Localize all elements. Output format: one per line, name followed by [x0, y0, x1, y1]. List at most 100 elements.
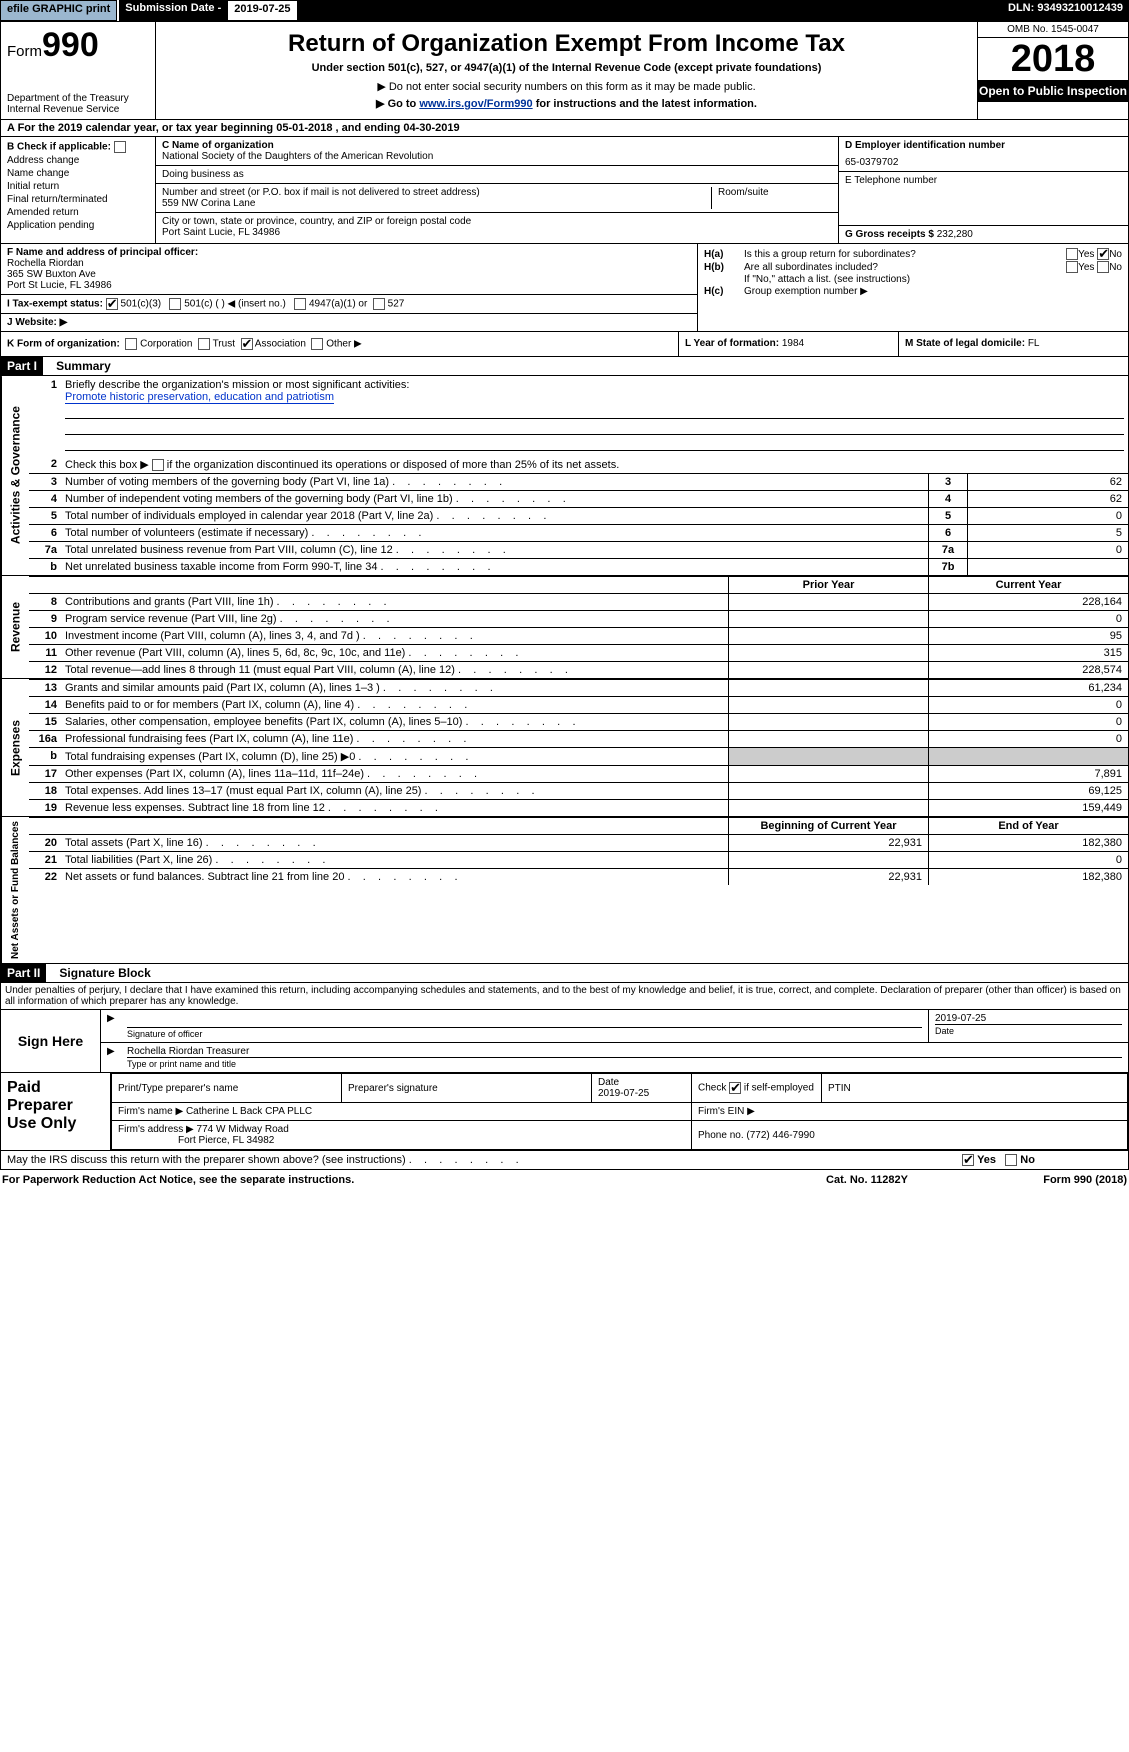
opt-assoc: Association [255, 339, 306, 350]
signer-name: Rochella Riordan Treasurer [127, 1046, 1122, 1057]
table-row: 18Total expenses. Add lines 13–17 (must … [29, 782, 1128, 799]
chk-trust[interactable] [198, 338, 210, 350]
line2-checkbox[interactable] [152, 459, 164, 471]
firm-phone-lbl: Phone no. [698, 1130, 744, 1141]
prep-sig-hdr: Preparer's signature [342, 1074, 592, 1103]
k-label: K Form of organization: [7, 339, 120, 350]
sig-officer-label: Signature of officer [127, 1027, 922, 1039]
hb-no: No [1109, 262, 1122, 273]
table-row: bTotal fundraising expenses (Part IX, co… [29, 747, 1128, 765]
firm-phone: (772) 446-7990 [746, 1130, 814, 1141]
current-year-hdr: Current Year [928, 577, 1128, 593]
b-header: B Check if applicable: [7, 141, 149, 153]
table-row: 10Investment income (Part VIII, column (… [29, 627, 1128, 644]
tab-revenue: Revenue [1, 576, 29, 678]
discuss-no-checkbox[interactable] [1005, 1154, 1017, 1166]
begin-end-header: Beginning of Current Year End of Year [29, 817, 1128, 834]
footer-left: For Paperwork Reduction Act Notice, see … [2, 1174, 767, 1186]
submission-date: 2019-07-25 [227, 0, 297, 21]
table-row: 13Grants and similar amounts paid (Part … [29, 679, 1128, 696]
paid-preparer-label: Paid Preparer Use Only [1, 1073, 111, 1150]
firm-name: Catherine L Back CPA PLLC [186, 1106, 312, 1117]
ha-no: No [1109, 249, 1122, 260]
title-box: Return of Organization Exempt From Incom… [156, 22, 978, 119]
begin-year-hdr: Beginning of Current Year [728, 818, 928, 834]
j-website: J Website: ▶ [1, 314, 697, 331]
opt-corp: Corporation [140, 339, 192, 350]
page-footer: For Paperwork Reduction Act Notice, see … [0, 1170, 1129, 1190]
chk-4947[interactable] [294, 298, 306, 310]
form-header: Form990 Department of the Treasury Inter… [0, 21, 1129, 120]
chk-other[interactable] [311, 338, 323, 350]
hb-yes-checkbox[interactable] [1066, 261, 1078, 273]
chk-address-change[interactable]: Address change [7, 155, 149, 166]
hb-text: Are all subordinates included? [744, 262, 1066, 273]
b-master-checkbox[interactable] [114, 141, 126, 153]
firm-city: Fort Pierce, FL 34982 [118, 1135, 274, 1146]
chk-corp[interactable] [125, 338, 137, 350]
table-row: 12Total revenue—add lines 8 through 11 (… [29, 661, 1128, 678]
subtitle-3: ▶ Go to www.irs.gov/Form990 for instruct… [164, 97, 969, 110]
table-row: 17Other expenses (Part IX, column (A), l… [29, 765, 1128, 782]
chk-527[interactable] [373, 298, 385, 310]
phone-label: E Telephone number [845, 175, 1122, 186]
chk-501c3[interactable] [106, 298, 118, 310]
table-row: bNet unrelated business taxable income f… [29, 558, 1128, 575]
mission-text: Promote historic preservation, education… [65, 391, 334, 404]
ha-text: Is this a group return for subordinates? [744, 249, 1066, 260]
efile-button[interactable]: efile GRAPHIC print [0, 0, 117, 21]
tab-net-assets: Net Assets or Fund Balances [1, 817, 29, 963]
section-governance: Activities & Governance 1 Briefly descri… [0, 376, 1129, 576]
sig-date-label: Date [935, 1024, 1122, 1036]
discuss-row: May the IRS discuss this return with the… [0, 1151, 1129, 1170]
penalty-statement: Under penalties of perjury, I declare th… [0, 983, 1129, 1010]
form-id-box: Form990 Department of the Treasury Inter… [1, 22, 156, 119]
discuss-text: May the IRS discuss this return with the… [7, 1154, 962, 1166]
preparer-table: Print/Type preparer's name Preparer's si… [111, 1073, 1128, 1150]
table-row: 3Number of voting members of the governi… [29, 473, 1128, 490]
hc-text: Group exemption number ▶ [744, 286, 1122, 297]
prep-date: 2019-07-25 [598, 1088, 649, 1099]
col-c-org-info: C Name of organization National Society … [156, 137, 838, 243]
ha-yes-checkbox[interactable] [1066, 248, 1078, 260]
ein-label: D Employer identification number [845, 140, 1122, 151]
discuss-yes-checkbox[interactable] [962, 1154, 974, 1166]
chk-name-change[interactable]: Name change [7, 168, 149, 179]
opt-501c: 501(c) ( ) ◀ (insert no.) [184, 299, 286, 310]
k-form-org: K Form of organization: Corporation Trus… [1, 332, 678, 356]
chk-application-pending[interactable]: Application pending [7, 220, 149, 231]
table-row: Firm's address ▶ 774 W Midway Road Fort … [112, 1121, 1128, 1150]
ha-no-checkbox[interactable] [1097, 248, 1109, 260]
l-year-formation: L Year of formation: 1984 [678, 332, 898, 356]
hb-note: If "No," attach a list. (see instruction… [744, 274, 1122, 285]
chk-initial-return[interactable]: Initial return [7, 181, 149, 192]
row-a-tax-year: A For the 2019 calendar year, or tax yea… [0, 120, 1129, 137]
d-ein-cell: D Employer identification number 65-0379… [839, 137, 1128, 172]
dln: DLN: 93493210012439 [1002, 0, 1129, 21]
page-title: Return of Organization Exempt From Incom… [164, 30, 969, 58]
topbar-spacer [298, 0, 1002, 21]
table-row: 4Number of independent voting members of… [29, 490, 1128, 507]
chk-assoc[interactable] [241, 338, 253, 350]
hb-no-checkbox[interactable] [1097, 261, 1109, 273]
opt-other: Other ▶ [326, 339, 361, 350]
tax-year: 2018 [978, 38, 1128, 80]
chk-amended-return[interactable]: Amended return [7, 207, 149, 218]
table-row: Firm's name ▶ Catherine L Back CPA PLLC … [112, 1103, 1128, 1121]
discuss-no: No [1020, 1154, 1035, 1166]
chk-self-employed[interactable] [729, 1082, 741, 1094]
part1-title: Summary [46, 359, 111, 373]
chk-final-return[interactable]: Final return/terminated [7, 194, 149, 205]
c-city-cell: City or town, state or province, country… [156, 213, 838, 241]
col-f-i-j: F Name and address of principal officer:… [1, 244, 698, 331]
street-address: 559 NW Corina Lane [162, 198, 705, 209]
chk-501c[interactable] [169, 298, 181, 310]
irs-link[interactable]: www.irs.gov/Form990 [419, 98, 532, 110]
dept-label: Department of the Treasury Internal Reve… [7, 93, 149, 115]
subtitle-2: ▶ Do not enter social security numbers o… [164, 80, 969, 93]
g-gross-cell: G Gross receipts $ 232,280 [839, 226, 1128, 243]
c-name-label: C Name of organization [162, 140, 832, 151]
table-row: 16aProfessional fundraising fees (Part I… [29, 730, 1128, 747]
c-addr-cell: Number and street (or P.O. box if mail i… [156, 184, 838, 213]
col-b-checkboxes: B Check if applicable: Address change Na… [1, 137, 156, 243]
